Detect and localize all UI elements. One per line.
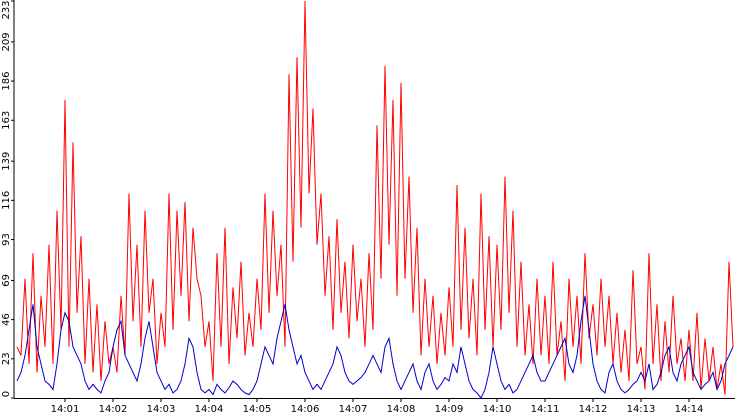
x-tick-label: 14:08 bbox=[387, 404, 416, 415]
x-tick-label: 14:13 bbox=[627, 404, 656, 415]
x-tick-label: 14:12 bbox=[579, 404, 608, 415]
x-tick-label: 14:02 bbox=[99, 404, 128, 415]
y-tick-label: 69 bbox=[1, 274, 12, 287]
y-tick-label: 139 bbox=[1, 152, 12, 171]
y-tick-label: 186 bbox=[1, 72, 12, 91]
y-tick-label: 23 bbox=[1, 352, 12, 365]
x-tick-label: 14:09 bbox=[435, 404, 464, 415]
y-tick-label: 233 bbox=[1, 0, 12, 19]
x-tick-label: 14:06 bbox=[291, 404, 320, 415]
series-line bbox=[16, 0, 734, 395]
x-tick-label: 14:01 bbox=[51, 404, 80, 415]
x-tick-label: 14:03 bbox=[147, 404, 176, 415]
y-tick-label: 163 bbox=[1, 111, 12, 130]
y-tick-label: 116 bbox=[1, 191, 12, 210]
y-tick-label: 209 bbox=[1, 32, 12, 51]
x-tick-label: 14:05 bbox=[243, 404, 272, 415]
series-line bbox=[16, 295, 734, 399]
y-tick-label: 46 bbox=[1, 313, 12, 326]
y-tick-label: 0 bbox=[1, 391, 12, 397]
x-tick-label: 14:14 bbox=[675, 404, 704, 415]
x-tick-label: 14:04 bbox=[195, 404, 224, 415]
x-tick-label: 14:11 bbox=[531, 404, 560, 415]
x-tick-label: 14:07 bbox=[339, 404, 368, 415]
y-tick-label: 93 bbox=[1, 233, 12, 246]
x-tick-label: 14:10 bbox=[483, 404, 512, 415]
